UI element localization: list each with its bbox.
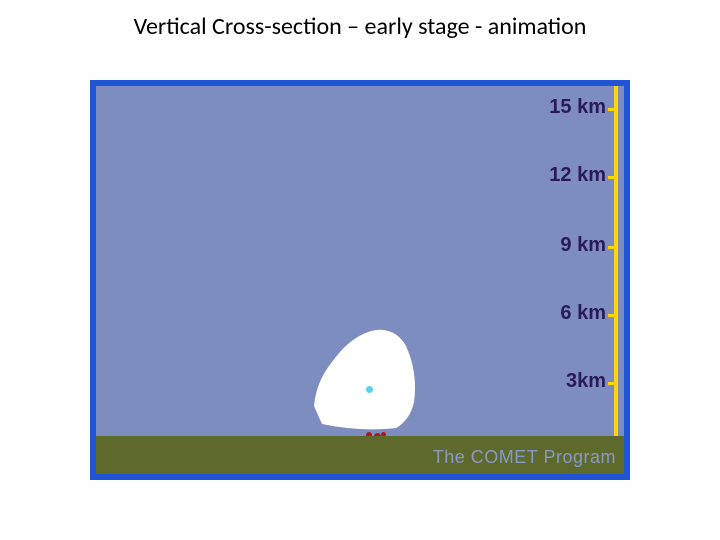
- y-axis-tick-label: 15 km: [549, 96, 606, 119]
- y-axis-tick-label: 9 km: [560, 234, 606, 257]
- y-axis-tick-label: 12 km: [549, 164, 606, 187]
- y-axis-tick-mark: [608, 108, 618, 111]
- y-axis-tick-mark: [608, 314, 618, 317]
- precip-dot-cyan: [366, 386, 373, 393]
- y-axis-tick-mark: [608, 246, 618, 249]
- y-axis-tick-label: 6 km: [560, 302, 606, 325]
- slide: Vertical Cross-section – early stage - a…: [0, 0, 720, 540]
- cloud-path: [314, 330, 415, 430]
- cloud-shape: [314, 328, 424, 434]
- slide-title: Vertical Cross-section – early stage - a…: [0, 12, 720, 41]
- y-axis-tick-mark: [608, 176, 618, 179]
- y-axis-tick-mark: [608, 382, 618, 385]
- diagram-panel: 15 km 12 km 9 km 6 km 3km The COMET Program: [90, 80, 630, 480]
- sky-region: 15 km 12 km 9 km 6 km 3km: [96, 86, 624, 436]
- y-axis-tick-label: 3km: [566, 370, 606, 393]
- program-label: The COMET Program: [433, 447, 616, 468]
- ground-band: The COMET Program: [96, 436, 624, 474]
